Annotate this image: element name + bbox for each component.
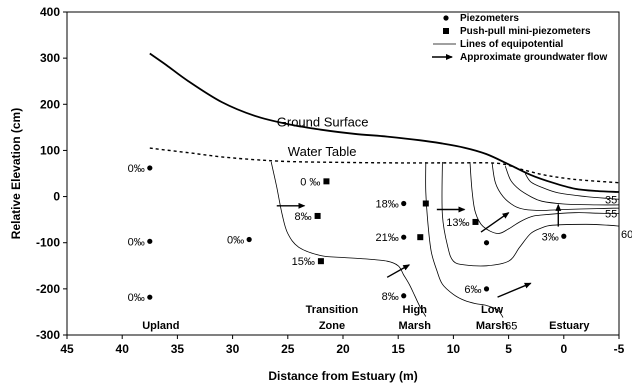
salinity-label: 0‰ [128,292,145,304]
salinity-label: 0‰ [128,236,145,248]
salinity-label: 8‰ [294,211,311,223]
y-tick-label: 0 [53,190,60,204]
x-tick-label: 30 [226,342,240,356]
x-tick-label: 45 [60,342,74,356]
salinity-label: 6‰ [464,284,481,296]
mini-piezometer-point [317,258,324,265]
equipotential-label: 35 [605,194,617,206]
x-tick-label: 35 [171,342,185,356]
salinity-label: 3‰ [542,231,559,243]
ground-surface-line [149,52,620,193]
piezometer-point [147,238,153,244]
x-axis-title: Distance from Estuary (m) [268,369,417,383]
legend-square-icon [443,28,449,34]
piezometer-point [401,200,407,207]
flow-arrow [480,212,510,233]
x-tick-label: 20 [336,342,350,356]
mini-piezometer-point [472,218,479,225]
y-axis-title: Relative Elevation (cm) [9,108,23,239]
zone-label: Estuary [549,320,590,332]
equipotential-label: 65 [505,320,517,332]
x-tick-label: 40 [116,342,130,356]
legend-label: Piezometers [460,13,519,24]
y-tick-label: 400 [40,5,60,19]
legend-circle-icon [443,15,449,21]
zone-label: Zone [319,320,345,332]
equipotential-line [425,161,504,318]
zone-label: High [403,304,428,316]
equipotential-label: 60 [621,229,632,241]
zone-label: Marsh [476,320,509,332]
y-tick-label: -200 [36,282,60,296]
piezometer-point [483,286,490,292]
piezometer-point [147,165,153,171]
equipotential-line [441,161,620,267]
equipotential-line [524,173,620,200]
equipotential-line [504,165,620,206]
markers [147,165,567,300]
zone-label: Upland [142,320,179,332]
legend: Piezometers Push-pull mini-piezometers Lin… [432,13,607,63]
piezometer-point [483,240,490,246]
equipotential-line [469,161,620,234]
curve-annotation: Water Table [288,144,357,159]
zone-label: Transition [306,304,359,316]
flow-arrow [386,264,411,278]
mini-piezometer-point [417,234,424,241]
salinity-label: 0‰ [227,234,244,246]
equipotential-label: 55 [605,209,617,221]
x-tick-label: 0 [560,342,567,356]
salinity-label: 0‰ [128,163,145,175]
y-tick-label: -300 [36,328,60,342]
plot-area: 45 40 35 30 25 20 15 10 5 0 -5 400 300 200 100 0 -100 -20… [9,5,625,383]
equipotential-line [270,161,427,317]
salinity-label: 13‰ [446,217,469,229]
salinity-label: 18‰ [375,198,398,210]
equipotential-line [491,162,620,211]
piezometer-point [246,236,252,243]
piezometer-point [401,234,407,240]
x-tick-label: 5 [505,342,512,356]
x-tick-label: 15 [392,342,406,356]
water-table-line [149,147,620,184]
zone-label: Low [481,304,503,316]
mini-piezometer-point [323,178,330,185]
y-tick-label: 200 [40,97,60,111]
salinity-label: 8‰ [382,291,399,303]
curves [149,52,620,318]
piezometer-point [401,293,407,299]
y-tick-label: 300 [40,51,60,65]
y-tick-label: -100 [36,236,60,250]
legend-label: Lines of equipotential [460,39,564,50]
mini-piezometer-point [422,200,429,207]
salinity-label: 0 ‰ [300,176,320,188]
piezometer-point [147,294,153,300]
salinity-label: 15‰ [292,256,315,268]
labels: 65 60 55 35 0‰ 0‰ 0‰ 0‰ 18‰ 21‰ 8‰ 6‰ 3‰ 0 ‰ 8‰ 15‰ 13‰ G… [128,114,632,332]
x-tick-label: 10 [447,342,461,356]
piezometer-point [561,233,567,239]
salinity-label: 21‰ [375,232,398,244]
zone-label: Marsh [399,320,432,332]
y-tick-label: 100 [40,143,60,157]
flow-arrow [497,282,532,298]
x-tick-label: 25 [281,342,295,356]
x-tick-label: -5 [614,342,625,356]
legend-label: Approximate groundwater flow [460,52,607,63]
curve-annotation: Ground Surface [277,114,369,129]
mini-piezometer-point [314,212,321,219]
legend-label: Push-pull mini-piezometers [460,26,591,37]
